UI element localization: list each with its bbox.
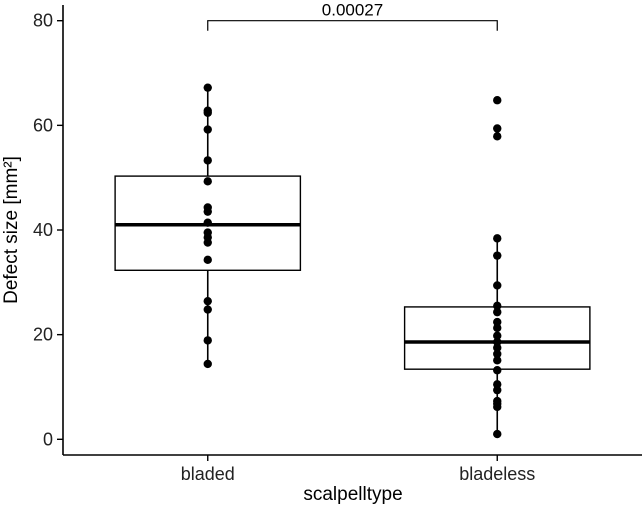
points [203,83,502,439]
data-point [493,380,502,389]
data-point [493,331,502,340]
data-point [203,305,212,314]
y-tick-label: 40 [33,220,53,240]
data-point [493,96,502,105]
data-point [203,359,212,369]
data-point [203,177,212,186]
y-tick-label: 80 [33,11,53,31]
significance-bracket [207,20,498,31]
data-point [493,307,502,317]
x-axis-title: scalpelltype [303,484,402,505]
data-point [493,132,502,141]
x-tick-label: bladeless [459,464,535,484]
y-tick-label: 0 [43,429,53,449]
data-point [493,356,502,365]
data-point [203,218,212,227]
data-point [203,255,212,265]
data-point [493,317,502,327]
data-point [493,281,502,290]
data-point [203,238,212,247]
data-point [493,349,502,359]
data-point [203,125,212,134]
data-point [493,366,502,375]
data-point [493,323,502,333]
data-point [203,296,212,306]
data-point [203,108,212,117]
data-point [203,207,212,216]
data-point [203,156,212,165]
p-value-label: 0.00027 [322,1,383,20]
data-point [493,301,502,311]
data-point [493,343,502,352]
boxes [114,87,591,435]
y-tick-label: 60 [33,115,53,135]
data-point [493,124,502,133]
data-point [493,337,502,347]
data-point [203,83,212,92]
data-point [493,234,502,243]
data-point [493,429,502,439]
y-tick-label: 20 [33,325,53,345]
data-point [493,402,502,412]
data-point [493,251,502,260]
x-tick-label: bladed [181,464,235,484]
axes: 0 20 40 60 80 bladed bladeless [33,5,642,484]
data-point [203,336,212,345]
data-point [493,385,502,395]
annotations: 0.00027 [207,1,498,31]
y-axis-title: Defect size [mm²] [1,156,22,304]
